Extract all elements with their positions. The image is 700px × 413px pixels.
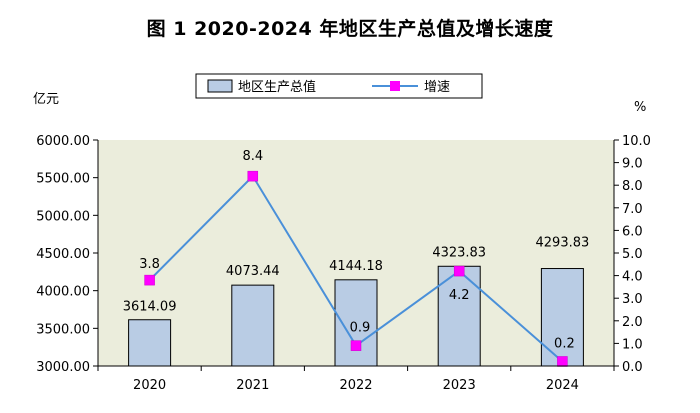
growth-marker-2021	[247, 170, 259, 182]
legend-bar-swatch	[207, 79, 233, 93]
growth-marker-2022	[350, 340, 362, 351]
growth-value-label: 4.2	[449, 288, 470, 303]
growth-value-label: 0.2	[554, 336, 575, 351]
right-axis-tick-label: 1.0	[622, 337, 643, 352]
legend-line-marker	[390, 81, 400, 91]
growth-value-label: 3.8	[139, 257, 160, 272]
legend-box	[195, 73, 483, 99]
x-axis-tick-label: 2022	[339, 378, 372, 393]
growth-value-label: 0.9	[350, 321, 371, 336]
bar-value-label: 3614.09	[123, 300, 177, 315]
left-axis-tick-label: 6000.00	[36, 134, 90, 149]
left-axis-tick-label: 4500.00	[36, 247, 90, 262]
chart-title: 图 1 2020-2024 年地区生产总值及增长速度	[146, 18, 554, 40]
growth-marker-2020	[144, 274, 155, 286]
left-axis-tick-label: 3500.00	[36, 322, 90, 337]
bar-value-label: 4293.83	[536, 236, 590, 251]
x-axis-tick-label: 2023	[443, 378, 476, 393]
growth-marker-2024	[557, 356, 568, 367]
bar-value-label: 4323.83	[432, 245, 486, 260]
left-axis-tick-label: 4000.00	[36, 285, 90, 300]
right-axis-tick-label: 7.0	[622, 202, 643, 217]
left-axis-unit: 亿元	[33, 92, 59, 107]
right-axis-tick-label: 0.0	[622, 360, 643, 375]
right-axis-tick-label: 2.0	[622, 315, 643, 330]
bar-2020	[128, 319, 172, 367]
right-axis-tick-label: 10.0	[622, 134, 651, 149]
x-axis-tick-label: 2024	[546, 378, 579, 393]
growth-value-label: 8.4	[242, 149, 263, 164]
left-axis-tick-label: 5500.00	[36, 172, 90, 187]
bar-2021	[231, 284, 275, 367]
bar-value-label: 4144.18	[329, 259, 383, 274]
x-axis-tick-label: 2021	[236, 378, 269, 393]
right-axis-tick-label: 3.0	[622, 292, 643, 307]
x-axis-tick-label: 2020	[133, 378, 166, 393]
legend-line-label: 增速	[424, 80, 450, 95]
left-axis-tick-label: 5000.00	[36, 209, 90, 224]
legend-bar-label: 地区生产总值	[238, 79, 316, 95]
right-axis-tick-label: 9.0	[622, 157, 643, 172]
right-axis-tick-label: 8.0	[622, 179, 643, 194]
right-axis-tick-label: 4.0	[622, 270, 643, 285]
right-axis-tick-label: 5.0	[622, 247, 643, 262]
growth-marker-2023	[453, 265, 465, 277]
right-axis-unit: %	[634, 100, 646, 115]
bar-value-label: 4073.44	[226, 264, 280, 279]
right-axis-tick-label: 6.0	[622, 224, 643, 239]
left-axis-tick-label: 3000.00	[36, 360, 90, 375]
